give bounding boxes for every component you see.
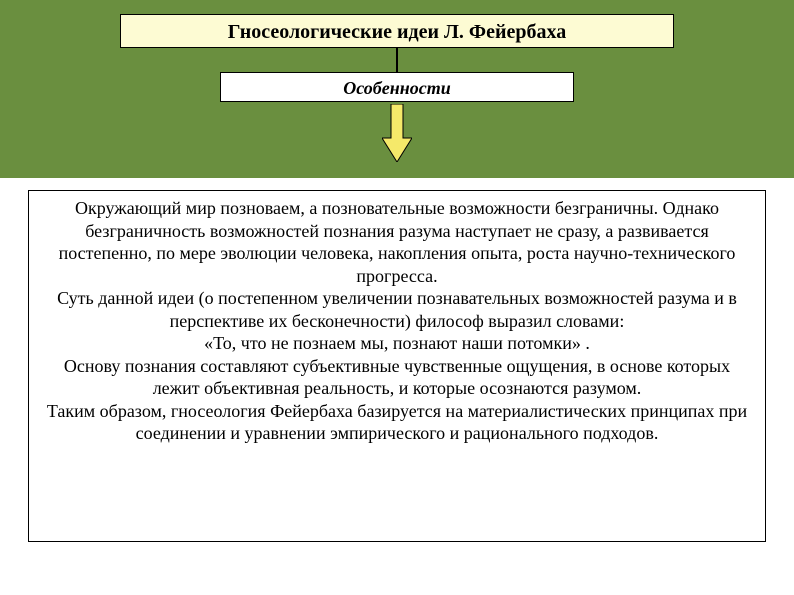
title-box: Гносеологические идеи Л. Фейербаха xyxy=(120,14,674,48)
title-text: Гносеологические идеи Л. Фейербаха xyxy=(228,21,567,43)
connector-line xyxy=(396,48,398,72)
body-text-box: Окружающий мир позноваем, а позновательн… xyxy=(28,190,766,542)
down-arrow-icon xyxy=(382,104,412,162)
subtitle-box: Особенности xyxy=(220,72,574,102)
body-text: Окружающий мир позноваем, а позновательн… xyxy=(47,198,747,443)
subtitle-text: Особенности xyxy=(343,78,451,98)
